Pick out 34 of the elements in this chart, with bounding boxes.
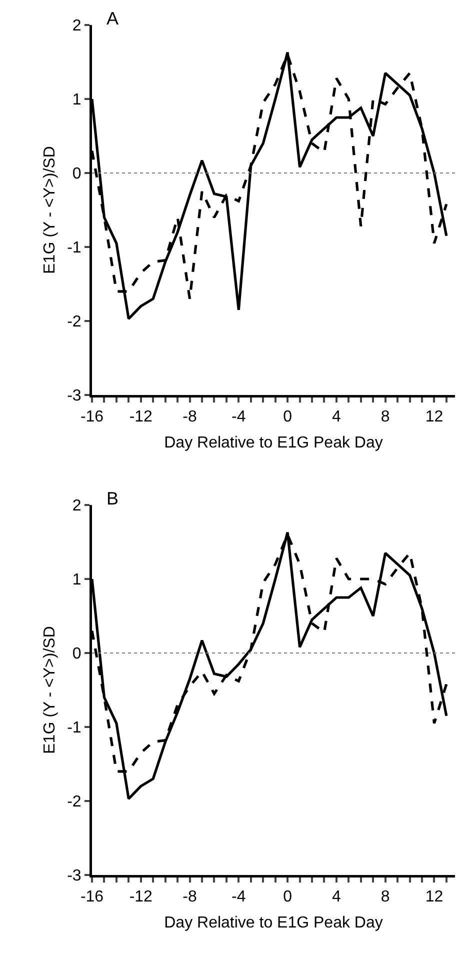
x-tick-label: 8 xyxy=(380,888,390,906)
y-axis-title: E1G (Y - <Y>)/SD xyxy=(42,146,59,274)
x-tick-label: -4 xyxy=(232,408,246,426)
x-axis-title: Day Relative to E1G Peak Day xyxy=(164,914,383,932)
y-axis-title: E1G (Y - <Y>)/SD xyxy=(42,626,59,754)
y-tick-label: 0 xyxy=(72,646,82,663)
x-tick-label: 12 xyxy=(425,888,444,906)
x-tick-label: -12 xyxy=(129,408,153,426)
x-tick-label: -12 xyxy=(129,888,153,906)
y-tick-label: 2 xyxy=(72,18,82,35)
x-tick-label: -8 xyxy=(182,408,197,426)
x-tick-label: -4 xyxy=(232,888,246,906)
x-tick-label: -8 xyxy=(182,888,197,906)
x-tick-label: 12 xyxy=(425,408,444,426)
x-axis-title: Day Relative to E1G Peak Day xyxy=(164,434,383,452)
x-tick-label: 4 xyxy=(332,408,341,426)
y-tick-label: -1 xyxy=(67,240,82,257)
y-tick-label: -1 xyxy=(67,720,82,737)
chart-title: A xyxy=(106,8,119,29)
x-tick-label: 0 xyxy=(283,408,292,426)
x-tick-label: -16 xyxy=(80,888,104,906)
y-tick-label: -2 xyxy=(67,314,82,331)
y-tick-label: 1 xyxy=(72,572,82,589)
y-tick-label: 2 xyxy=(72,498,82,515)
y-tick-label: -3 xyxy=(67,868,82,885)
y-tick-label: 1 xyxy=(72,92,82,109)
x-tick-label: 0 xyxy=(283,888,292,906)
y-tick-label: -3 xyxy=(67,388,82,405)
y-tick-label: 0 xyxy=(72,166,82,183)
x-tick-label: -16 xyxy=(80,408,104,426)
x-tick-label: 8 xyxy=(380,408,390,426)
y-tick-label: -2 xyxy=(67,794,82,811)
x-tick-label: 4 xyxy=(332,888,341,906)
chart-title: B xyxy=(106,488,119,509)
